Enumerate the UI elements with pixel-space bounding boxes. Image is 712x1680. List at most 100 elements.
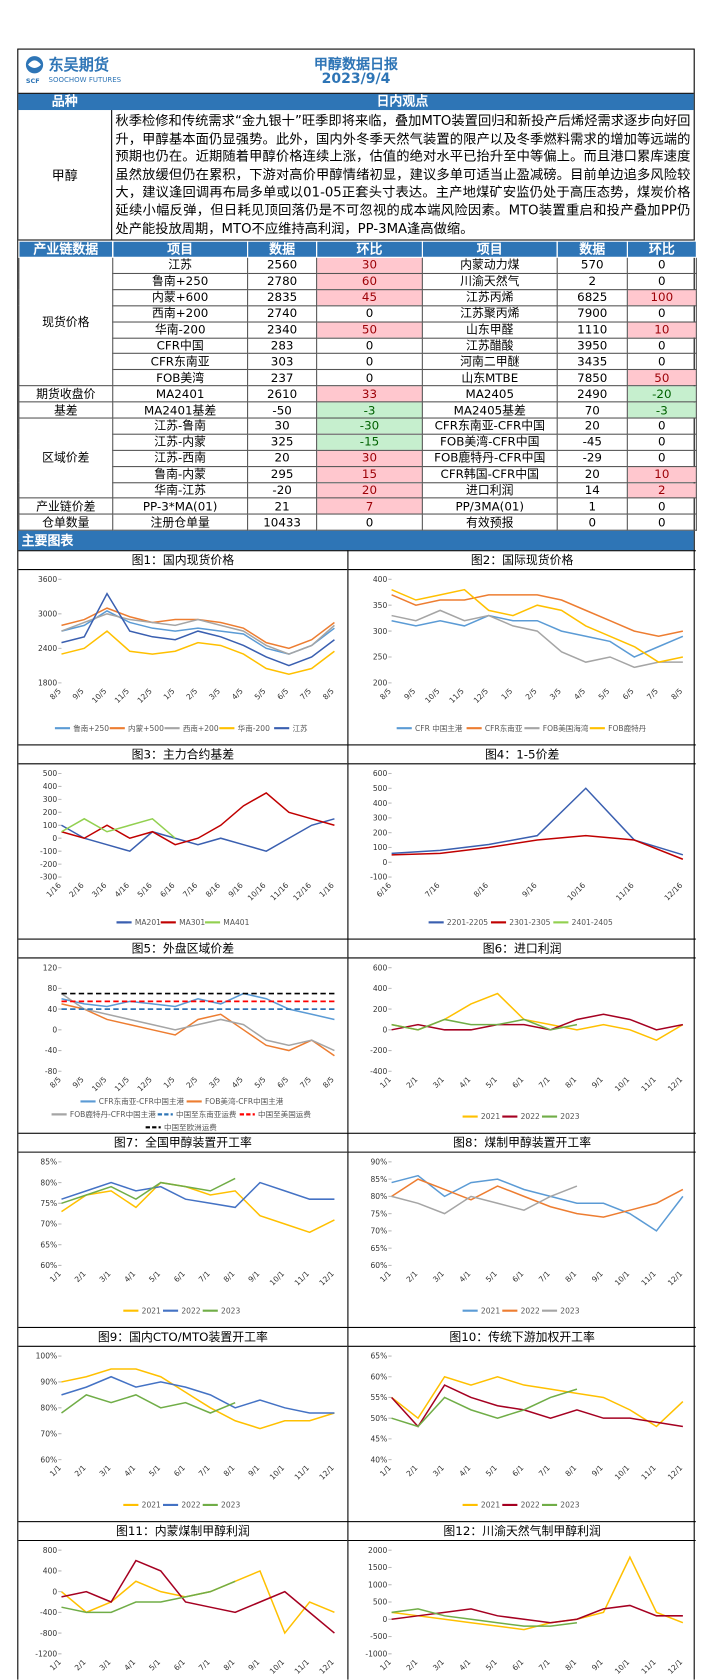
x-tick-label: 7/5 — [298, 1075, 313, 1090]
y-tick-label: 80 — [48, 984, 58, 993]
series-line — [391, 1384, 683, 1428]
y-tick-label: 1000 — [368, 1581, 387, 1590]
chart-cell: 图4：1-5价差 -100 0 100 200 300 400 500 600 6/16 7/16 8… — [348, 744, 696, 939]
y-tick-label: -200 — [370, 1046, 387, 1055]
legend-label: 2021 — [142, 1307, 161, 1316]
legend-label: MA401 — [223, 918, 249, 927]
legend-label: 2022 — [181, 1307, 200, 1316]
x-tick-label: 6/1 — [510, 1658, 525, 1673]
x-tick-label: 11/16 — [269, 881, 291, 903]
x-tick-label: 8/5 — [378, 687, 393, 702]
x-tick-label: 11/5 — [447, 687, 465, 705]
x-tick-label: 7/16 — [423, 881, 441, 899]
y-tick-label: 300 — [373, 627, 388, 636]
group-label: 仓单数量 — [18, 513, 114, 531]
series-line — [61, 1570, 335, 1635]
x-tick-label: 11/5 — [113, 687, 131, 705]
y-tick-label: 400 — [373, 799, 388, 808]
value-cell: 14 — [556, 481, 628, 499]
x-tick-label: 2/1 — [405, 1075, 420, 1090]
x-tick-label: 9/5 — [402, 687, 417, 702]
table-row: 华南-江苏 -20 20 进口利润 14 2 — [19, 481, 697, 499]
change-cell: -30 — [316, 417, 423, 435]
y-tick-label: 60% — [371, 1373, 388, 1382]
x-tick-label: 7/1 — [537, 1075, 552, 1090]
y-tick-label: -1200 — [35, 1650, 57, 1659]
report-date: 2023/9/4 — [321, 71, 391, 88]
chart-title: 图6：进口利润 — [483, 942, 562, 956]
chart: 图7：全国甲醇装置开工率 60% 65% 70% 75% 80% 85% 1/1 2/1 3/1 4… — [18, 1136, 348, 1316]
item-cell: 江苏-鲁南 — [112, 417, 249, 435]
change-cell: 0 — [316, 513, 423, 531]
x-tick-label: 4/1 — [122, 1658, 137, 1673]
legend-label: 2021 — [481, 1501, 500, 1510]
y-tick-label: 100% — [36, 1352, 58, 1361]
x-tick-label: 10/16 — [565, 881, 587, 903]
x-tick-label: 8/5 — [321, 1075, 336, 1090]
table-row: 江苏-西南 20 30 FOB鹿特丹-CFR中国 -29 0 — [19, 449, 697, 467]
value-cell: 20 — [247, 449, 318, 467]
series-line — [61, 592, 335, 667]
y-tick-label: 2000 — [368, 1546, 387, 1555]
legend-label: FOB美国海湾 — [543, 723, 589, 733]
chart-title: 图3：主力合约基差 — [132, 748, 235, 762]
value-cell: 325 — [247, 433, 318, 451]
item-cell: FOB鹿特丹-CFR中国 — [421, 449, 558, 467]
legend-label: 2023 — [221, 1501, 240, 1510]
x-tick-label: 2/1 — [405, 1463, 420, 1478]
item-cell: 山东甲醛 — [421, 321, 558, 339]
x-tick-label: 8/1 — [563, 1463, 578, 1478]
y-tick-label: 75% — [371, 1210, 388, 1219]
table-row: 基差 MA2401基差 -50 -3 MA2405基差 70 -3 — [18, 401, 697, 419]
x-tick-label: 7/1 — [197, 1463, 212, 1478]
x-tick-label: 10/16 — [246, 881, 268, 903]
x-tick-label: 1/1 — [48, 1269, 63, 1284]
series-line — [391, 787, 684, 856]
y-tick-label: 800 — [43, 1546, 58, 1555]
change-cell: 0 — [626, 304, 697, 323]
chart: 图11：内蒙煤制甲醇利润 -1200 -800 -400 0 400 800 1/1 2/1 3/… — [18, 1524, 348, 1676]
series-line — [61, 1181, 335, 1209]
x-tick-label: 2/5 — [184, 1075, 199, 1090]
y-tick-label: 50% — [371, 1414, 388, 1423]
series-line — [391, 589, 684, 664]
chart-cell: 图11：内蒙煤制甲醇利润 -1200 -800 -400 0 400 800 1/1 2/1 3/… — [18, 1521, 349, 1680]
change-cell: 0 — [626, 337, 697, 355]
chart-cell: 图6：进口利润 -400 -200 0 200 400 600 1/1 2/1 3/1 4/1 5/1… — [348, 938, 696, 1133]
table-row: 西南+200 2740 0 江苏聚丙烯 7900 0 — [19, 304, 697, 323]
y-tick-label: 65% — [371, 1352, 388, 1361]
y-tick-label: 80% — [40, 1178, 57, 1187]
x-tick-label: 9/1 — [246, 1463, 261, 1478]
x-tick-label: 8/1 — [563, 1269, 578, 1284]
change-cell: 0 — [626, 353, 697, 371]
change-cell: 0 — [626, 256, 697, 274]
change-cell: 2 — [626, 481, 697, 499]
series-line — [391, 1388, 578, 1428]
item-cell: PP/3MA(01) — [421, 497, 558, 515]
change-cell: -3 — [626, 401, 697, 419]
value-cell: 1 — [556, 497, 628, 515]
x-tick-label: 12/1 — [666, 1075, 684, 1093]
x-tick-label: 6/5 — [621, 687, 636, 702]
y-tick-label: 500 — [373, 1598, 388, 1607]
y-tick-label: 120 — [43, 964, 58, 973]
value-cell: 6825 — [556, 288, 628, 307]
y-tick-label: 1800 — [38, 679, 57, 688]
item-cell: 江苏醋酸 — [421, 337, 558, 355]
chart-cell: 图3：主力合约基差 -300 -200 -100 0 100 200 300 400 500 1/1… — [18, 744, 349, 939]
change-cell: -15 — [316, 433, 423, 451]
y-tick-label: -200 — [40, 860, 57, 869]
chart-title: 图9：国内CTO/MTO装置开工率 — [98, 1330, 268, 1344]
y-tick-label: 60% — [40, 1261, 57, 1270]
x-tick-label: 11/1 — [293, 1269, 311, 1287]
chart-title: 图10：传统下游加权开工率 — [449, 1330, 595, 1344]
x-tick-label: 10/1 — [613, 1658, 631, 1676]
x-tick-label: 1/5 — [499, 687, 514, 702]
x-tick-label: 1/1 — [378, 1075, 393, 1090]
y-tick-label: 200 — [373, 1005, 388, 1014]
legend-label: 中国至东南亚运费 — [176, 1109, 237, 1119]
x-tick-label: 10/5 — [90, 1075, 108, 1093]
x-tick-label: 11/1 — [293, 1658, 311, 1676]
x-tick-label: 6/1 — [510, 1463, 525, 1478]
